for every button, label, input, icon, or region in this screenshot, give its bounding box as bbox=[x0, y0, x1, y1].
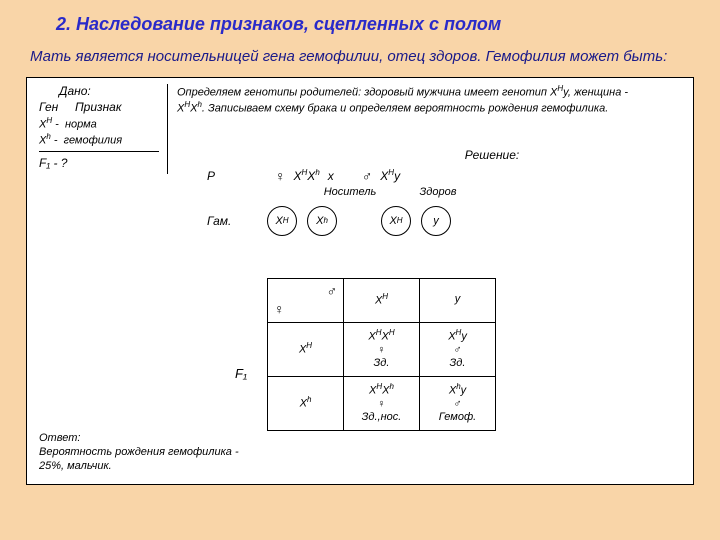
trait-norm: норма bbox=[65, 118, 97, 130]
slide-title: 2. Наследование признаков, сцепленных с … bbox=[26, 14, 694, 35]
given-columns: Ген Признак bbox=[39, 100, 169, 114]
cell-male-icon bbox=[453, 344, 461, 356]
cross-x: x bbox=[328, 169, 334, 183]
given-divider bbox=[39, 151, 159, 152]
allele-h-row: Xh - гемофилия bbox=[39, 132, 169, 147]
answer-section: Ответ: Вероятность рождения гемофилика -… bbox=[39, 431, 249, 474]
col-trait: Признак bbox=[75, 100, 122, 114]
punnett-square: XH y XH XHXH Зд. XHy Зд. Xh XHX bbox=[267, 278, 496, 431]
trait-hemo: гемофилия bbox=[64, 135, 122, 147]
gametes-line: Гам. XH Xh XH y bbox=[207, 206, 657, 236]
p-label: P bbox=[207, 169, 267, 183]
mother-genotype: XHXh bbox=[294, 168, 320, 183]
father-genotype: XHy bbox=[380, 168, 400, 183]
f1-question: F₁ - ? bbox=[39, 156, 169, 170]
cell-pheno: Зд. bbox=[374, 357, 390, 369]
corner-female-icon bbox=[274, 301, 285, 318]
allele-H-row: XH - норма bbox=[39, 116, 169, 131]
cell-1-1: XHXH Зд. bbox=[344, 322, 420, 376]
slide-intro: Мать является носительницей гена гемофил… bbox=[26, 47, 694, 67]
cell-pheno: Зд.,нос. bbox=[362, 411, 402, 423]
row-header-1: XH bbox=[268, 322, 344, 376]
cell-male-icon bbox=[453, 398, 461, 410]
punnett-table: XH y XH XHXH Зд. XHy Зд. Xh XHX bbox=[267, 278, 496, 431]
solution-heading: Решение: bbox=[207, 148, 657, 162]
cell-2-2: Xhy Гемоф. bbox=[420, 376, 496, 430]
f1-label: F₁ bbox=[235, 366, 247, 381]
desc-part3: . Записываем схему брака и определяем ве… bbox=[202, 103, 608, 115]
cell-pheno: Гемоф. bbox=[439, 411, 476, 423]
solution-section: Решение: P XHXh x XHy Носитель Здоров Га… bbox=[207, 148, 657, 250]
given-heading: Дано: bbox=[39, 84, 169, 98]
col-header-1: XH bbox=[344, 278, 420, 322]
solution-panel: Дано: Ген Признак XH - норма Xh - гемофи… bbox=[26, 77, 694, 485]
corner-male-icon bbox=[327, 283, 338, 300]
parent-cross-line: P XHXh x XHy bbox=[207, 168, 657, 184]
given-section: Дано: Ген Признак XH - норма Xh - гемофи… bbox=[39, 84, 169, 170]
father-label: Здоров bbox=[403, 186, 473, 198]
desc-part2: , женщина - bbox=[568, 86, 628, 98]
cell-female-icon bbox=[377, 344, 385, 356]
female-icon bbox=[275, 168, 286, 184]
cell-pheno: Зд. bbox=[450, 357, 466, 369]
gamete-1: XH bbox=[267, 206, 297, 236]
male-icon bbox=[362, 168, 373, 184]
answer-text: Вероятность рождения гемофилика - 25%, м… bbox=[39, 446, 239, 472]
punnett-corner bbox=[268, 278, 344, 322]
cell-2-1: XHXh Зд.,нос. bbox=[344, 376, 420, 430]
cell-female-icon bbox=[377, 398, 385, 410]
gamete-2: Xh bbox=[307, 206, 337, 236]
row-header-2: Xh bbox=[268, 376, 344, 430]
description-text: Определяем генотипы родителей: здоровый … bbox=[177, 84, 657, 117]
gametes-label: Гам. bbox=[207, 214, 257, 228]
gamete-3: XH bbox=[381, 206, 411, 236]
col-header-2: y bbox=[420, 278, 496, 322]
mother-label: Носитель bbox=[305, 186, 395, 198]
parent-labels: Носитель Здоров bbox=[207, 186, 657, 198]
gamete-4: y bbox=[421, 206, 451, 236]
cell-1-2: XHy Зд. bbox=[420, 322, 496, 376]
answer-heading: Ответ: bbox=[39, 432, 80, 444]
col-gene: Ген bbox=[39, 100, 58, 114]
desc-part1: Определяем генотипы родителей: здоровый … bbox=[177, 86, 550, 98]
